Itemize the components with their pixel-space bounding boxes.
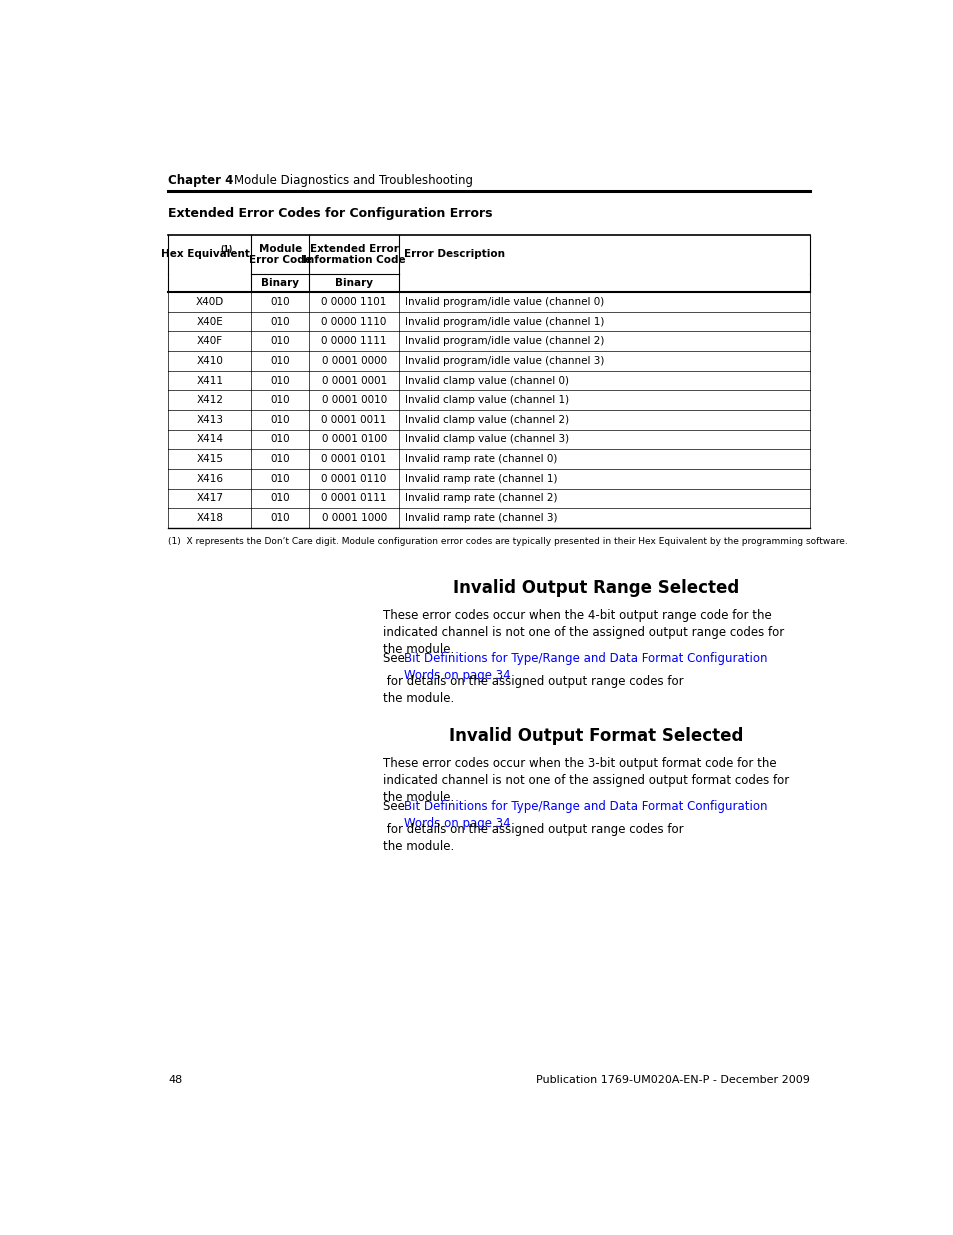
Text: Invalid ramp rate (channel 0): Invalid ramp rate (channel 0) (404, 454, 557, 464)
Text: Invalid Output Range Selected: Invalid Output Range Selected (453, 579, 739, 598)
Text: 010: 010 (271, 316, 290, 326)
Text: 010: 010 (271, 336, 290, 346)
Text: X414: X414 (196, 435, 223, 445)
Text: 0 0001 0111: 0 0001 0111 (321, 493, 387, 504)
Text: Invalid clamp value (channel 1): Invalid clamp value (channel 1) (404, 395, 568, 405)
Text: 0 0001 0011: 0 0001 0011 (321, 415, 387, 425)
Text: Invalid program/idle value (channel 1): Invalid program/idle value (channel 1) (404, 316, 603, 326)
Text: X40E: X40E (196, 316, 223, 326)
Text: Invalid program/idle value (channel 3): Invalid program/idle value (channel 3) (404, 356, 603, 366)
Text: X417: X417 (196, 493, 223, 504)
Text: 010: 010 (271, 296, 290, 308)
Text: Invalid Output Format Selected: Invalid Output Format Selected (449, 727, 742, 745)
Text: These error codes occur when the 3-bit output format code for the
indicated chan: These error codes occur when the 3-bit o… (383, 757, 788, 804)
Text: 0 0000 1110: 0 0000 1110 (321, 316, 387, 326)
Text: These error codes occur when the 4-bit output range code for the
indicated chann: These error codes occur when the 4-bit o… (383, 609, 783, 656)
Text: Module
Error Code: Module Error Code (249, 243, 312, 266)
Text: X416: X416 (196, 474, 223, 484)
Text: 0 0001 0001: 0 0001 0001 (321, 375, 386, 385)
Text: for details on the assigned output range codes for
the module.: for details on the assigned output range… (383, 823, 683, 852)
Text: Invalid ramp rate (channel 3): Invalid ramp rate (channel 3) (404, 513, 557, 522)
Text: Publication 1769-UM020A-EN-P - December 2009: Publication 1769-UM020A-EN-P - December … (536, 1076, 809, 1086)
Text: X415: X415 (196, 454, 223, 464)
Text: 010: 010 (271, 493, 290, 504)
Text: Invalid ramp rate (channel 2): Invalid ramp rate (channel 2) (404, 493, 557, 504)
Text: 010: 010 (271, 356, 290, 366)
Text: Extended Error
Information Code: Extended Error Information Code (302, 243, 405, 266)
Text: 0 0000 1111: 0 0000 1111 (321, 336, 387, 346)
Text: X418: X418 (196, 513, 223, 522)
Text: Invalid clamp value (channel 2): Invalid clamp value (channel 2) (404, 415, 568, 425)
Text: X40F: X40F (196, 336, 223, 346)
Text: 010: 010 (271, 375, 290, 385)
Text: for details on the assigned output range codes for
the module.: for details on the assigned output range… (383, 674, 683, 705)
Text: Invalid program/idle value (channel 2): Invalid program/idle value (channel 2) (404, 336, 603, 346)
Text: Hex Equivalent: Hex Equivalent (161, 249, 250, 259)
Text: 010: 010 (271, 415, 290, 425)
Text: X413: X413 (196, 415, 223, 425)
Text: Invalid clamp value (channel 3): Invalid clamp value (channel 3) (404, 435, 568, 445)
Text: Binary: Binary (261, 278, 299, 288)
Text: Binary: Binary (335, 278, 373, 288)
Text: 010: 010 (271, 513, 290, 522)
Text: 0 0001 0000: 0 0001 0000 (321, 356, 386, 366)
Text: See: See (383, 652, 408, 664)
Text: X40D: X40D (195, 296, 224, 308)
Text: See: See (383, 799, 408, 813)
Text: X410: X410 (196, 356, 223, 366)
Text: Error Description: Error Description (403, 249, 504, 259)
Text: Bit Definitions for Type/Range and Data Format Configuration 
Words on page 34: Bit Definitions for Type/Range and Data … (403, 799, 770, 830)
Text: Bit Definitions for Type/Range and Data Format Configuration 
Words on page 34: Bit Definitions for Type/Range and Data … (403, 652, 770, 682)
Text: 010: 010 (271, 454, 290, 464)
Text: (1): (1) (220, 245, 233, 253)
Text: 010: 010 (271, 395, 290, 405)
Text: (1)  X represents the Don’t Care digit. Module configuration error codes are typ: (1) X represents the Don’t Care digit. M… (168, 537, 847, 546)
Text: Invalid ramp rate (channel 1): Invalid ramp rate (channel 1) (404, 474, 557, 484)
Text: Invalid program/idle value (channel 0): Invalid program/idle value (channel 0) (404, 296, 603, 308)
Text: Extended Error Codes for Configuration Errors: Extended Error Codes for Configuration E… (168, 206, 492, 220)
Text: 0 0001 1000: 0 0001 1000 (321, 513, 386, 522)
Text: X412: X412 (196, 395, 223, 405)
Text: 48: 48 (168, 1076, 182, 1086)
Text: 010: 010 (271, 474, 290, 484)
Text: X411: X411 (196, 375, 223, 385)
Text: 0 0001 0101: 0 0001 0101 (321, 454, 387, 464)
Text: Chapter 4: Chapter 4 (168, 174, 233, 186)
Text: 0 0000 1101: 0 0000 1101 (321, 296, 387, 308)
Text: 010: 010 (271, 435, 290, 445)
Text: Module Diagnostics and Troubleshooting: Module Diagnostics and Troubleshooting (233, 174, 473, 186)
Text: Invalid clamp value (channel 0): Invalid clamp value (channel 0) (404, 375, 568, 385)
Text: 0 0001 0100: 0 0001 0100 (321, 435, 386, 445)
Text: 0 0001 0110: 0 0001 0110 (321, 474, 387, 484)
Text: 0 0001 0010: 0 0001 0010 (321, 395, 386, 405)
